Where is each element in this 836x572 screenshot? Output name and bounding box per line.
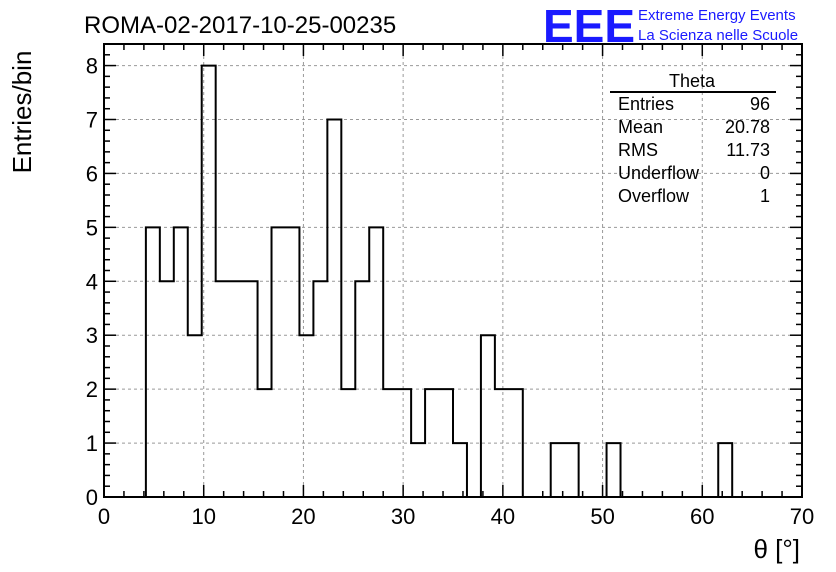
chart-title: ROMA-02-2017-10-25-00235 [84, 12, 396, 39]
x-axis-label: θ [°] [753, 534, 800, 564]
stats-label: Mean [618, 117, 663, 137]
y-tick-label: 6 [86, 161, 98, 186]
logo-mark: EEE [543, 0, 635, 52]
stats-box: Theta Entries 96 Mean 20.78 RMS 11.73 Underflo… [610, 71, 776, 206]
stats-value: 11.73 [726, 140, 770, 160]
y-tick-label: 3 [86, 323, 98, 348]
stats-value: 1 [760, 186, 770, 206]
stats-label: Overflow [618, 186, 690, 206]
y-tick-label: 8 [86, 54, 98, 79]
stats-value: 96 [750, 94, 770, 114]
y-tick-label: 7 [86, 108, 98, 133]
x-tick-label: 10 [191, 504, 215, 529]
y-axis-label: Entries/bin [7, 51, 37, 174]
x-tick-label: 40 [491, 504, 515, 529]
logo-line-1: Extreme Energy Events [638, 7, 796, 24]
stats-label: RMS [618, 140, 658, 160]
stats-label: Entries [618, 94, 674, 114]
stats-label: Underflow [618, 163, 700, 183]
x-tick-label: 60 [690, 504, 714, 529]
x-tick-label: 20 [291, 504, 315, 529]
x-tick-label: 30 [391, 504, 415, 529]
x-tick-label: 0 [98, 504, 110, 529]
y-tick-label: 1 [86, 431, 98, 456]
x-tick-label: 70 [790, 504, 814, 529]
stats-value: 20.78 [725, 117, 770, 137]
stats-value: 0 [760, 163, 770, 183]
y-tick-label: 4 [86, 269, 98, 294]
y-tick-label: 0 [86, 485, 98, 510]
y-tick-label: 5 [86, 215, 98, 240]
y-tick-label: 2 [86, 377, 98, 402]
x-tick-label: 50 [590, 504, 614, 529]
eee-logo: EEE Extreme Energy Events La Scienza nel… [543, 0, 798, 52]
logo-line-2: La Scienza nelle Scuole [638, 27, 798, 44]
stats-title: Theta [669, 71, 716, 91]
